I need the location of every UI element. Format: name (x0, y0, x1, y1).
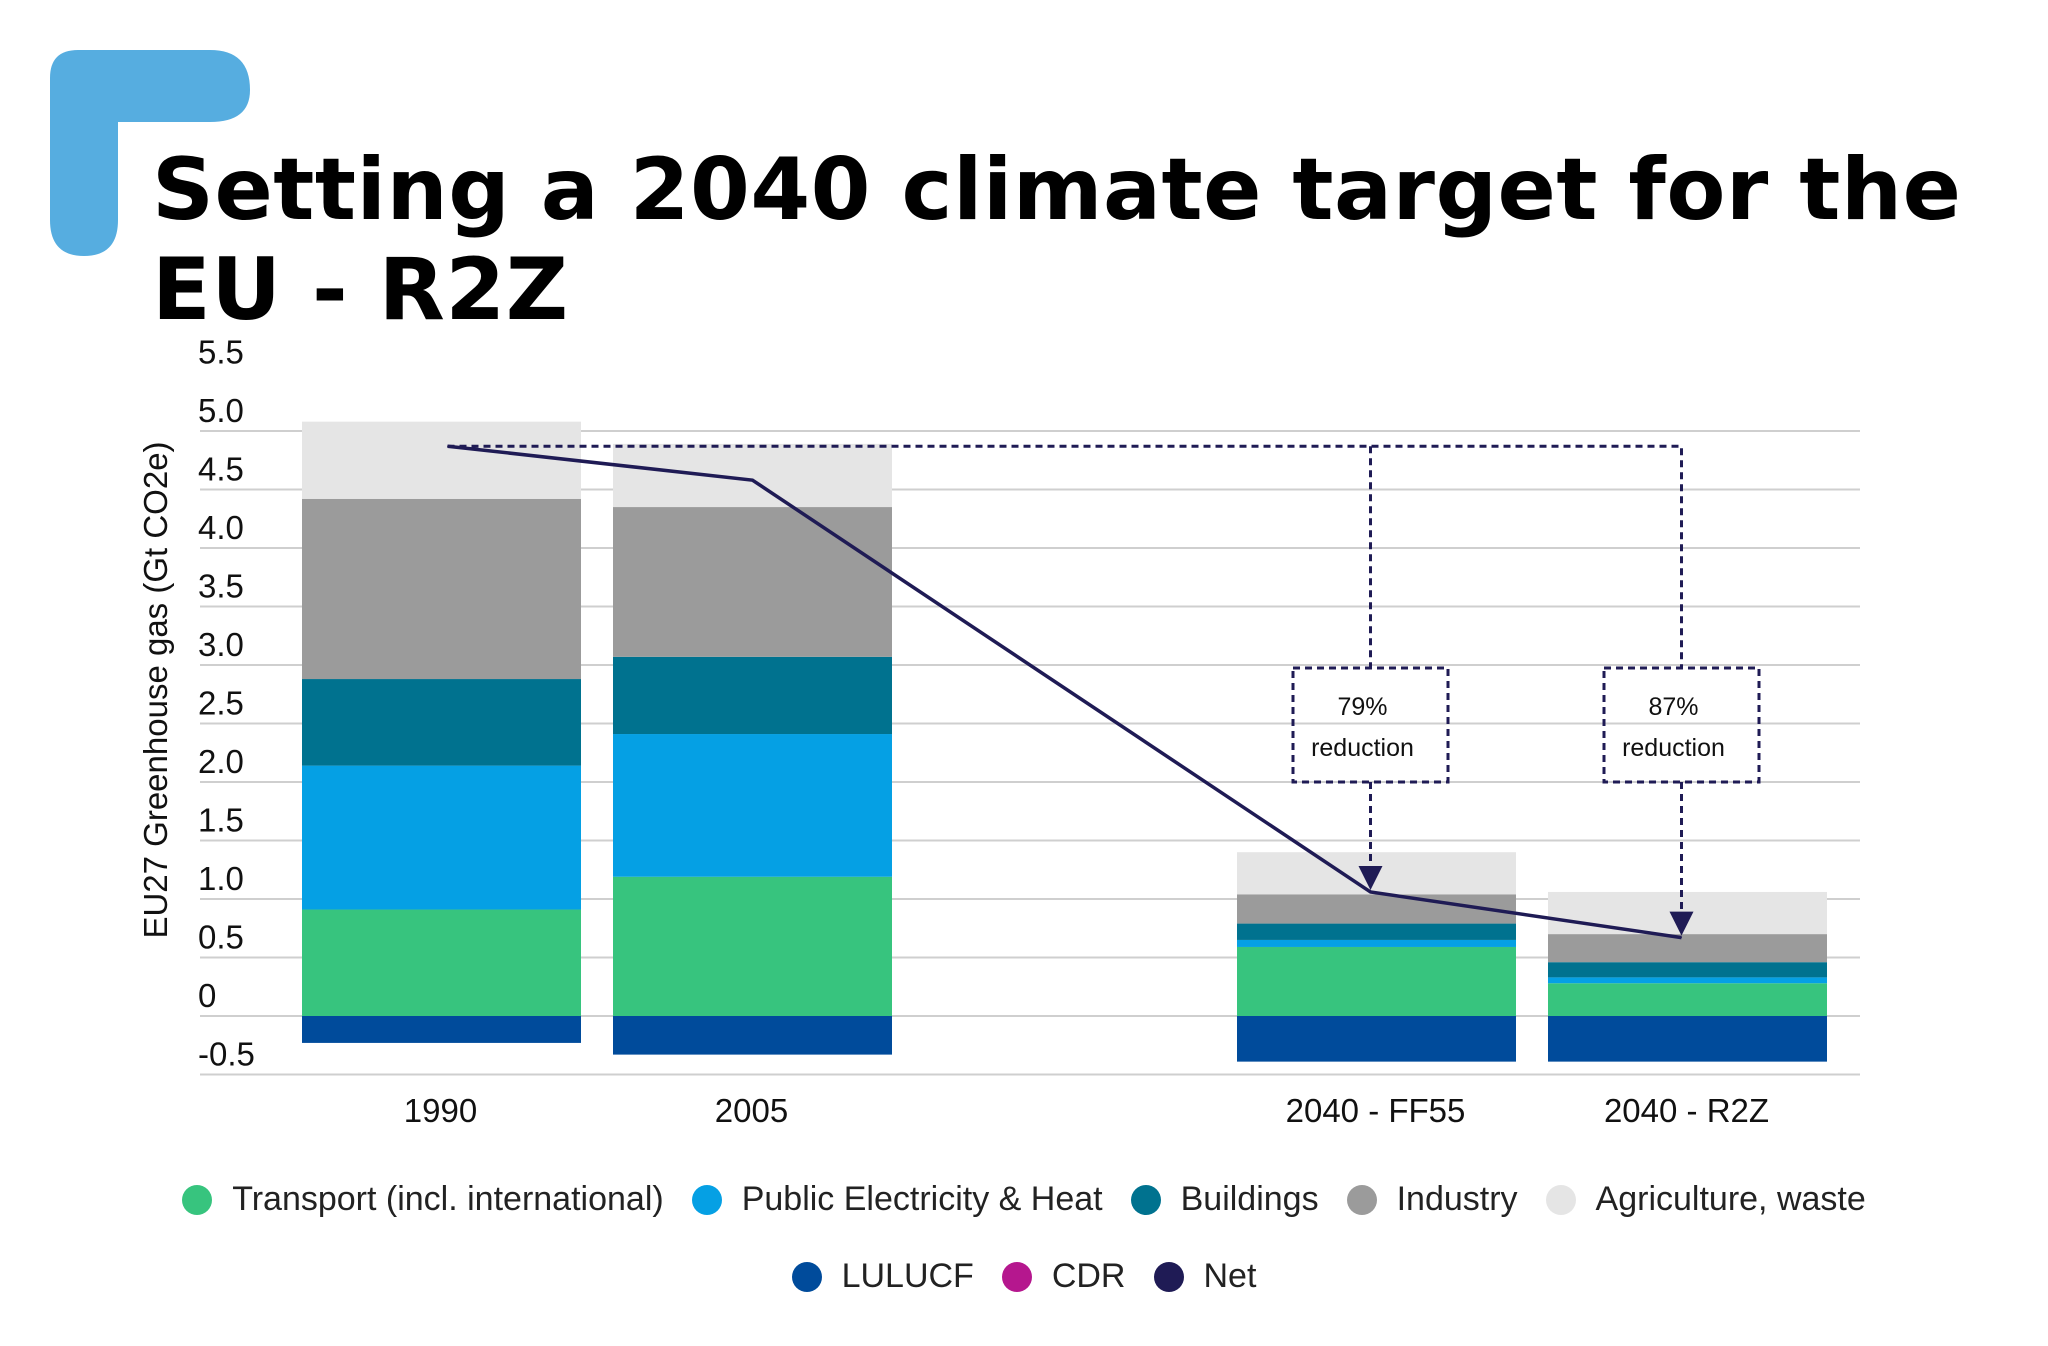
legend-item: Agriculture, waste (1546, 1180, 1866, 1219)
bar-segment (1548, 1016, 1827, 1062)
y-tick-label: 3.5 (198, 568, 244, 605)
y-axis-label: EU27 Greenhouse gas (Gt CO2e) (137, 441, 174, 938)
bar-segment (302, 422, 581, 499)
bar-segment (1237, 940, 1516, 947)
legend-label: Agriculture, waste (1596, 1180, 1866, 1219)
x-axis-categories: 1990 2005 2040 - FF55 2040 - R2Z (404, 1092, 1769, 1129)
legend-swatch (1131, 1185, 1161, 1215)
legend-swatch (1347, 1185, 1377, 1215)
bar-segment (302, 766, 581, 910)
legend-label: Public Electricity & Heat (742, 1180, 1103, 1219)
bar-segment (613, 507, 892, 657)
legend-swatch (792, 1262, 822, 1292)
y-tick-label: 0 (198, 977, 216, 1014)
legend-item: Public Electricity & Heat (692, 1180, 1103, 1219)
net-point (1681, 937, 1682, 938)
legend-item: Buildings (1131, 1180, 1319, 1219)
x-category-label: 2040 - FF55 (1286, 1092, 1466, 1129)
y-tick-label: 2.5 (198, 685, 244, 722)
annotation-box (1604, 668, 1759, 782)
annotation-label: reduction (1622, 734, 1725, 762)
bar-segment (613, 1016, 892, 1055)
legend-swatch (692, 1185, 722, 1215)
y-axis-ticks: 5.5 5.0 4.5 4.0 3.5 3.0 2.5 2.0 1.5 1.0 0.5 0 -0.5 (198, 334, 255, 1073)
x-category-label: 2005 (715, 1092, 788, 1129)
legend-item: LULUCF (792, 1257, 974, 1296)
net-point (752, 480, 753, 481)
legend-swatch (1546, 1185, 1576, 1215)
y-tick-label: 5.0 (198, 392, 244, 429)
bar-segment (302, 910, 581, 1016)
y-tick-label: -0.5 (198, 1036, 255, 1073)
legend-label: Buildings (1181, 1180, 1319, 1219)
legend-item: CDR (1002, 1257, 1126, 1296)
legend-item: Transport (incl. international) (182, 1180, 663, 1219)
bar-segment (302, 679, 581, 766)
y-tick-label: 1.0 (198, 860, 244, 897)
bar-segment (613, 444, 892, 507)
legend-item: Net (1154, 1257, 1257, 1296)
bar-segment (1548, 934, 1827, 962)
bar-segment (613, 877, 892, 1016)
annotation-percent: 79% (1337, 693, 1387, 721)
legend-label: LULUCF (842, 1257, 974, 1296)
y-tick-label: 4.5 (198, 451, 244, 488)
y-tick-label: 2.0 (198, 743, 244, 780)
bar-segment (302, 1016, 581, 1043)
annotation-box (1293, 668, 1448, 782)
legend-row-2: LULUCF CDR Net (0, 1257, 2048, 1296)
bar-segment (1237, 1016, 1516, 1062)
legend-item: Industry (1347, 1180, 1518, 1219)
legend-label: CDR (1052, 1257, 1126, 1296)
legend-label: Net (1204, 1257, 1257, 1296)
bars (302, 422, 1827, 1062)
bar-segment (1548, 983, 1827, 1016)
y-tick-label: 0.5 (198, 919, 244, 956)
y-tick-label: 5.5 (198, 334, 244, 371)
y-tick-label: 3.0 (198, 626, 244, 663)
legend-swatch (182, 1185, 212, 1215)
legend-row-1: Transport (incl. international) Public El… (0, 1180, 2048, 1219)
bar-segment (1548, 977, 1827, 983)
bar-segment (1237, 947, 1516, 1016)
x-category-label: 1990 (404, 1092, 477, 1129)
bar-segment (1237, 924, 1516, 940)
legend-label: Transport (incl. international) (232, 1180, 663, 1219)
annotation-percent: 87% (1648, 693, 1698, 721)
net-point (447, 446, 448, 447)
annotation-label: reduction (1311, 734, 1414, 762)
y-tick-label: 1.5 (198, 802, 244, 839)
bar-segment (1548, 962, 1827, 977)
bar-segment (613, 657, 892, 734)
legend-swatch (1154, 1262, 1184, 1292)
net-point (1370, 891, 1371, 892)
bar-segment (613, 734, 892, 877)
legend-label: Industry (1397, 1180, 1518, 1219)
stacked-bar-chart: 5.5 5.0 4.5 4.0 3.5 3.0 2.5 2.0 1.5 1.0 0.5 0 -0.5 E… (0, 0, 2048, 1346)
x-category-label: 2040 - R2Z (1604, 1092, 1769, 1129)
legend-swatch (1002, 1262, 1032, 1292)
bar-segment (302, 499, 581, 679)
y-tick-label: 4.0 (198, 509, 244, 546)
